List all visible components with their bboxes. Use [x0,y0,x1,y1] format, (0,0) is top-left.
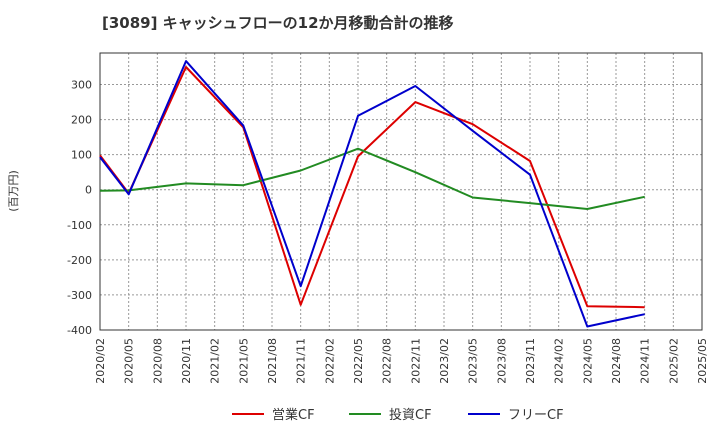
y-tick-label: 100 [71,149,92,162]
legend-label: フリーCF [508,408,564,423]
x-tick-label: 2023/05 [467,338,480,384]
y-tick-label: 0 [85,184,92,197]
x-tick-label: 2024/11 [639,338,652,384]
x-tick-label: 2023/02 [438,338,451,384]
x-tick-label: 2022/11 [409,338,422,384]
x-tick-label: 2020/02 [94,338,107,384]
x-tick-label: 2022/05 [352,338,365,384]
y-tick-label: 300 [71,79,92,92]
x-tick-label: 2020/05 [123,338,136,384]
x-tick-label: 2024/05 [581,338,594,384]
x-tick-label: 2021/11 [295,338,308,384]
plot-area [100,53,702,330]
x-tick-label: 2020/11 [180,338,193,384]
chart-title: [3089] キャッシュフローの12か月移動合計の推移 [102,14,454,32]
series-line [99,147,645,210]
x-tick-label: 2023/11 [524,338,537,384]
y-tick-label: -400 [67,324,92,337]
y-tick-label: -100 [67,219,92,232]
y-tick-label: -300 [67,289,92,302]
plot-border [99,52,703,331]
legend-label: 投資CF [389,407,432,423]
x-tick-label: 2022/02 [323,338,336,384]
x-tick-label: 2023/08 [495,338,508,384]
x-tick-label: 2022/08 [381,338,394,384]
y-tick-label: -200 [67,254,92,267]
legend-label: 営業CF [272,407,315,423]
x-tick-label: 2025/02 [667,338,680,384]
x-tick-label: 2020/08 [151,338,164,384]
x-tick-label: 2021/05 [237,338,250,384]
x-tick-label: 2021/02 [209,338,222,384]
x-tick-label: 2024/08 [610,338,623,384]
y-axis-label: (百万円) [7,170,20,212]
x-tick-label: 2025/05 [696,338,709,384]
series-line [99,66,645,309]
x-tick-label: 2021/08 [266,338,279,384]
y-tick-label: 200 [71,114,92,127]
series-line [99,60,645,328]
x-tick-label: 2024/02 [553,338,566,384]
